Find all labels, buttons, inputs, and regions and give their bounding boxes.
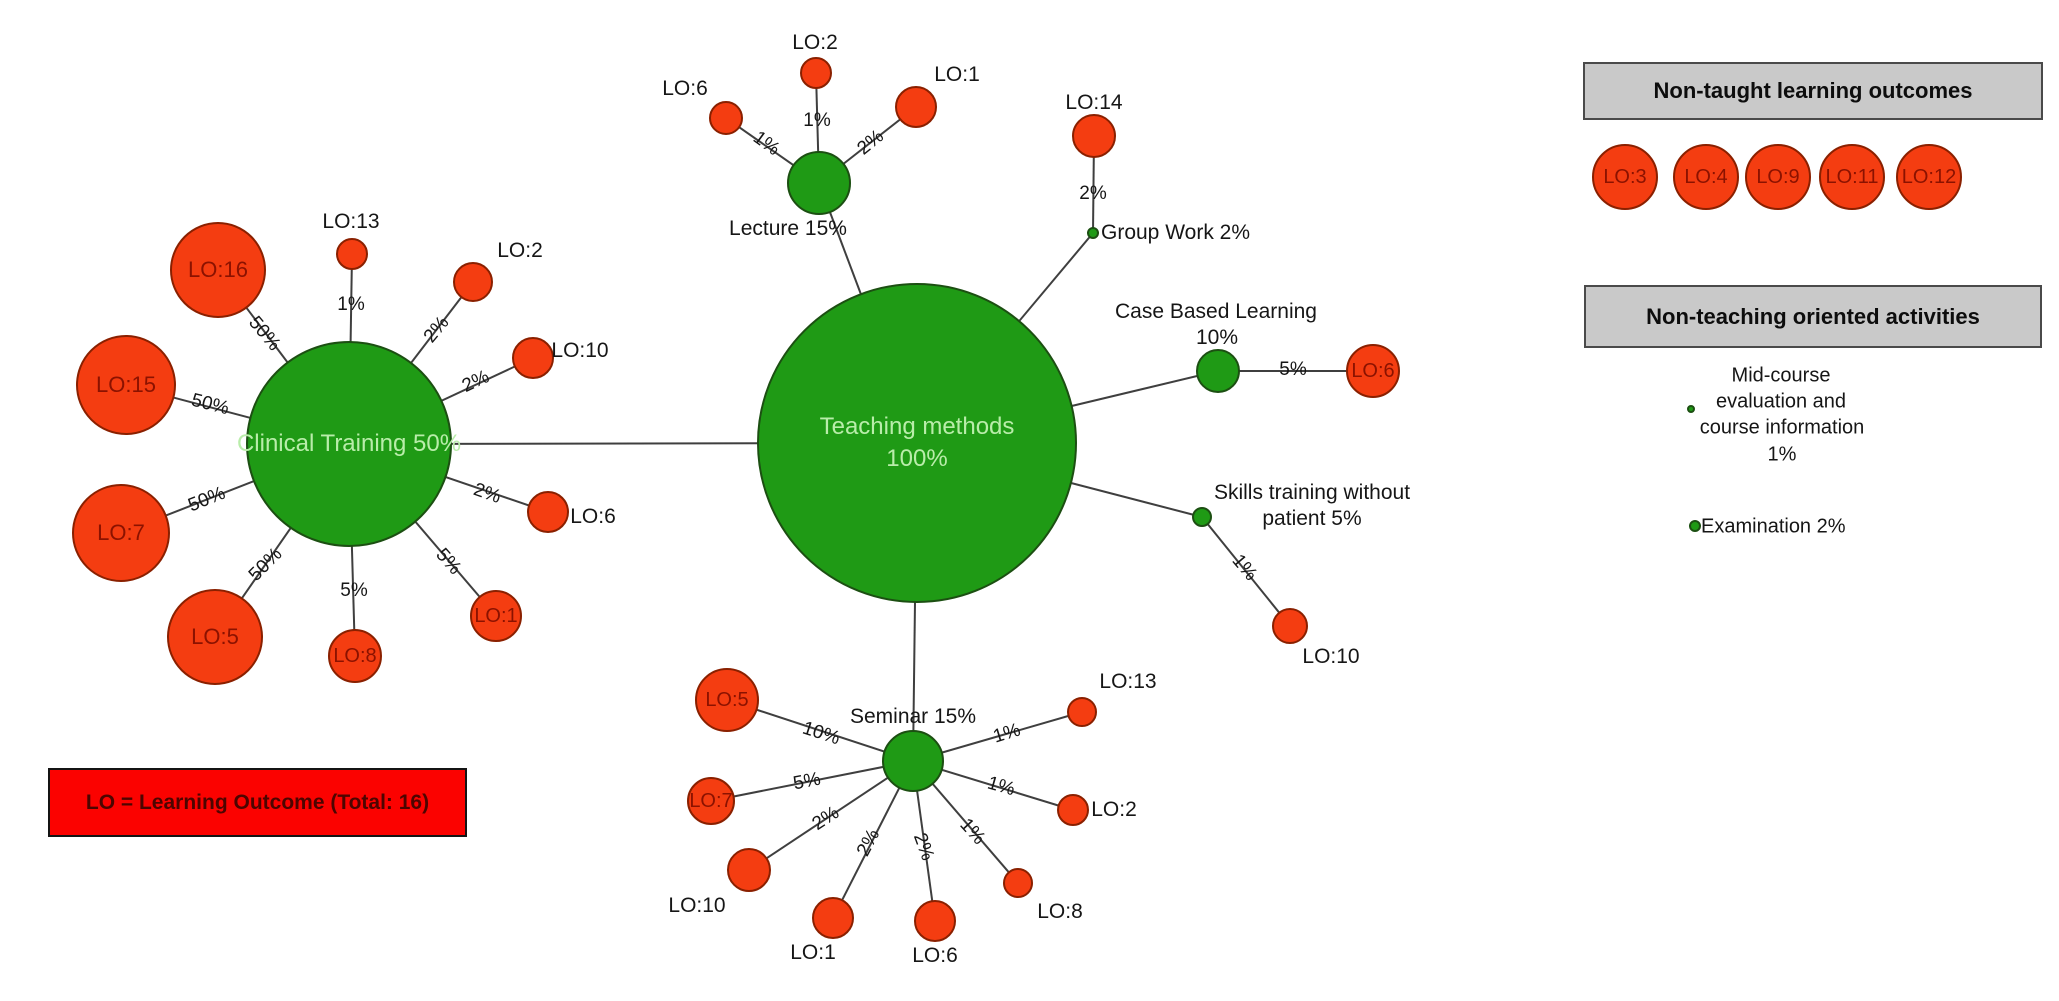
- seminar-lo10-label: LO:10: [668, 894, 726, 917]
- skills-label-line2: patient 5%: [1262, 507, 1362, 530]
- edge-skills-lo10: [1201, 516, 1291, 627]
- node-lecture-lo1: [895, 86, 937, 128]
- seminar-lo8-label: LO:8: [1037, 900, 1083, 923]
- non-taught-header: Non-taught learning outcomes: [1583, 62, 2043, 120]
- node-legend-lo11: LO:11: [1819, 144, 1885, 210]
- clinical-lo7-label: LO:7: [97, 520, 145, 545]
- legend-lo3-label: LO:3: [1603, 165, 1647, 188]
- edge-label-groupwork-lo14: 2%: [1079, 183, 1107, 204]
- legend-lo11-label: LO:11: [1825, 165, 1879, 188]
- seminar-lo13-label: LO:13: [1099, 670, 1157, 693]
- edge-seminar-lo7: [710, 760, 914, 802]
- edge-label-clinical-lo13: 1%: [337, 294, 365, 315]
- node-seminar-lo2: [1057, 794, 1089, 826]
- seminar-lo7-label: LO:7: [689, 789, 733, 812]
- node-legend-lo3: LO:3: [1592, 144, 1658, 210]
- examination-label: Examination 2%: [1701, 515, 1846, 538]
- seminar-lo1-label: LO:1: [790, 941, 836, 964]
- non-taught-title: Non-taught learning outcomes: [1653, 78, 1973, 103]
- node-clinical-lo2: [453, 262, 493, 302]
- seminar-label: Seminar 15%: [849, 705, 977, 728]
- node-seminar-lo1: [812, 897, 854, 939]
- teaching-methods-label-line1: Teaching methods: [819, 413, 1015, 441]
- case-based-label-line1: Case Based Learning: [1115, 300, 1317, 323]
- node-seminar-lo10: [727, 848, 771, 892]
- legend-lo12-label: LO:12: [1901, 165, 1957, 188]
- legend-lo4-label: LO:4: [1684, 165, 1728, 188]
- lecture-label: Lecture 15%: [729, 217, 847, 240]
- node-legend-lo9: LO:9: [1745, 144, 1811, 210]
- edge-seminar-lo5: [726, 699, 914, 762]
- clinical-lo13-label: LO:13: [322, 210, 380, 233]
- clinical-lo16-label: LO:16: [188, 257, 248, 282]
- clinical-lo2-label: LO:2: [497, 239, 543, 262]
- clinical-lo5-label: LO:5: [191, 624, 239, 649]
- node-seminar-lo13: [1067, 697, 1097, 727]
- mid-course-label-line4: 1%: [1767, 443, 1797, 466]
- node-clinical-lo16: LO:16: [170, 222, 266, 318]
- lecture-lo1-label: LO:1: [934, 63, 980, 86]
- skills-lo10-label: LO:10: [1302, 645, 1360, 668]
- node-case-based-learning: [1196, 349, 1240, 393]
- key-box-label: LO = Learning Outcome (Total: 16): [85, 790, 430, 814]
- node-clinical-training: Clinical Training 50%: [237, 341, 461, 547]
- non-teaching-header: Non-teaching oriented activities: [1584, 285, 2042, 348]
- node-clinical-lo1: LO:1: [470, 590, 522, 642]
- node-casebased-lo6: LO:6: [1346, 344, 1400, 398]
- lecture-lo2-label: LO:2: [792, 31, 838, 54]
- seminar-lo2-label: LO:2: [1091, 798, 1137, 821]
- case-based-label-line2: 10%: [1195, 326, 1239, 349]
- node-skills-lo10: [1272, 608, 1308, 644]
- clinical-lo6-label: LO:6: [570, 505, 616, 528]
- node-group-work-dot: [1087, 227, 1099, 239]
- casebased-lo6-label: LO:6: [1351, 359, 1395, 382]
- edge-label-clinical-lo8: 5%: [340, 580, 368, 601]
- node-seminar: [882, 730, 944, 792]
- edge-seminar-lo10: [748, 760, 914, 871]
- node-clinical-lo8: LO:8: [328, 629, 382, 683]
- mid-course-label-line3: course information: [1699, 416, 1865, 439]
- clinical-lo10-label: LO:10: [551, 339, 609, 362]
- node-clinical-lo15: LO:15: [76, 335, 176, 435]
- edge-label-lecture-lo2: 1%: [803, 110, 831, 131]
- node-seminar-lo7: LO:7: [687, 777, 735, 825]
- node-teaching-methods: Teaching methods 100%: [757, 283, 1077, 603]
- node-clinical-lo13: [336, 238, 368, 270]
- skills-label-line1: Skills training without: [1213, 481, 1411, 504]
- groupwork-lo14-label: LO:14: [1065, 91, 1123, 114]
- key-box: LO = Learning Outcome (Total: 16): [48, 768, 467, 837]
- mid-course-label-line2: evaluation and: [1715, 390, 1847, 413]
- teaching-methods-label-line2: 100%: [886, 445, 948, 472]
- examination-dot: [1689, 520, 1701, 532]
- seminar-lo5-label: LO:5: [705, 688, 749, 711]
- seminar-lo6-label: LO:6: [912, 944, 958, 967]
- node-skills-training-dot: [1192, 507, 1212, 527]
- clinical-lo8-label: LO:8: [333, 644, 377, 667]
- node-groupwork-lo14: [1072, 114, 1116, 158]
- legend-lo9-label: LO:9: [1756, 165, 1800, 188]
- group-work-label: Group Work 2%: [1101, 221, 1250, 244]
- mid-course-dot: [1687, 405, 1695, 413]
- mid-course-label-line1: Mid-course: [1731, 364, 1831, 387]
- node-legend-lo4: LO:4: [1673, 144, 1739, 210]
- node-seminar-lo8: [1003, 868, 1033, 898]
- node-seminar-lo5: LO:5: [695, 668, 759, 732]
- clinical-lo1-label: LO:1: [474, 604, 518, 627]
- node-lecture-lo2: [800, 57, 832, 89]
- node-seminar-lo6: [914, 900, 956, 942]
- node-legend-lo12: LO:12: [1896, 144, 1962, 210]
- lecture-lo6-label: LO:6: [662, 77, 708, 100]
- edge-label-casebased-lo6: 5%: [1279, 359, 1307, 380]
- node-clinical-lo7: LO:7: [72, 484, 170, 582]
- non-teaching-title: Non-teaching oriented activities: [1646, 303, 1980, 329]
- node-lecture: [787, 151, 851, 215]
- node-lecture-lo6: [709, 101, 743, 135]
- clinical-training-label: Clinical Training 50%: [236, 430, 462, 458]
- node-clinical-lo6: [527, 491, 569, 533]
- clinical-lo15-label: LO:15: [96, 372, 156, 397]
- node-clinical-lo10: [512, 337, 554, 379]
- node-clinical-lo5: LO:5: [167, 589, 263, 685]
- teaching-methods-label: Teaching methods 100%: [820, 411, 1015, 474]
